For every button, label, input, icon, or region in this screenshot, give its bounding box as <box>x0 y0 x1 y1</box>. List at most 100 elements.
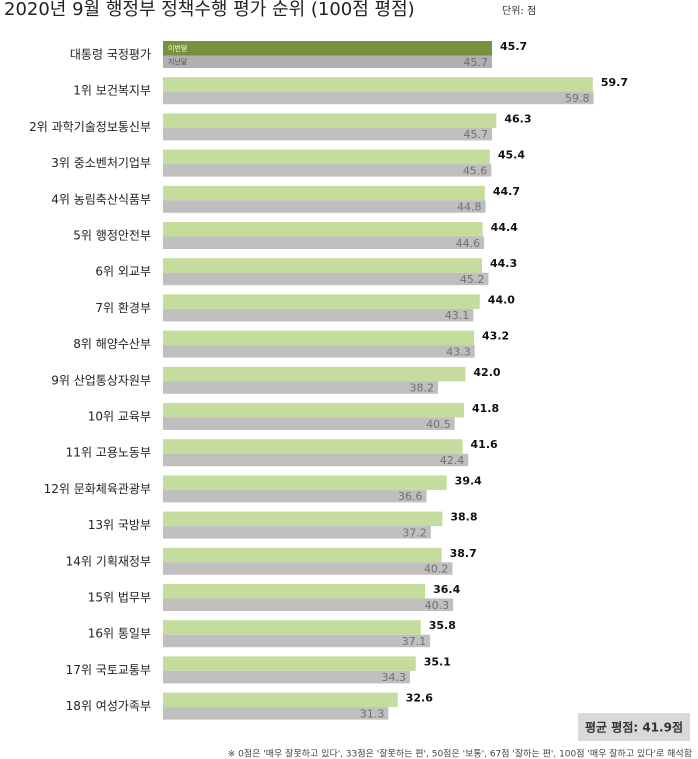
bar <box>163 547 442 563</box>
bar <box>163 345 475 358</box>
category-label: 10위 교육부 <box>88 410 151 424</box>
bar <box>163 308 474 322</box>
value-label: 40.3 <box>425 599 450 612</box>
bar <box>163 511 443 527</box>
bar <box>163 620 421 635</box>
value-label: 35.1 <box>424 655 451 668</box>
value-label: 35.8 <box>429 619 456 632</box>
average-label: 평균 평점: 41.9점 <box>585 720 683 735</box>
value-label: 40.2 <box>424 563 449 576</box>
bar <box>163 113 497 128</box>
bar <box>163 417 455 430</box>
value-label: 38.7 <box>450 547 477 560</box>
value-label: 45.4 <box>498 149 525 162</box>
value-label: 41.6 <box>471 438 498 451</box>
value-label: 44.6 <box>456 237 481 250</box>
value-label: 41.8 <box>472 402 499 415</box>
bar <box>163 91 594 105</box>
bar <box>163 598 454 611</box>
value-label: 38.8 <box>450 511 477 524</box>
category-label: 9위 산업통상자원부 <box>51 373 151 387</box>
bar <box>163 77 593 92</box>
value-label: 45.7 <box>464 56 489 69</box>
value-label: 32.6 <box>406 692 433 705</box>
value-label: 40.5 <box>426 418 451 431</box>
bar <box>163 634 431 648</box>
value-label: 43.3 <box>446 345 471 358</box>
bar <box>163 526 431 539</box>
bar <box>163 164 492 177</box>
value-label: 34.3 <box>381 671 406 684</box>
value-label: 44.3 <box>490 257 517 270</box>
bar <box>163 185 485 201</box>
category-label: 12위 문화체육관광부 <box>44 482 151 496</box>
value-label: 45.6 <box>463 164 488 177</box>
bar <box>163 475 447 490</box>
value-label: 43.2 <box>482 330 509 343</box>
bar <box>163 562 453 575</box>
value-label: 59.8 <box>565 92 590 105</box>
bar <box>163 222 483 237</box>
value-label: 45.2 <box>460 273 485 286</box>
category-label: 13위 국방부 <box>88 518 151 532</box>
value-label: 39.4 <box>455 474 482 487</box>
category-label: 11위 고용노동부 <box>66 446 151 460</box>
legend-label: 지난달 <box>168 57 188 66</box>
bar <box>163 41 493 56</box>
value-label: 37.1 <box>402 635 427 648</box>
category-label: 대통령 국정평가 <box>70 48 151 62</box>
bar <box>163 55 493 68</box>
value-label: 44.8 <box>457 201 482 214</box>
bar <box>163 692 398 708</box>
category-label: 3위 중소벤처기업부 <box>51 156 151 170</box>
bar <box>163 439 463 454</box>
value-label: 43.1 <box>445 309 470 322</box>
bar <box>163 149 490 165</box>
category-label: 16위 통일부 <box>88 627 151 641</box>
bar <box>163 366 466 382</box>
value-label: 44.4 <box>491 221 518 234</box>
value-label: 44.0 <box>488 293 515 306</box>
bar <box>163 403 464 418</box>
value-label: 42.4 <box>440 454 465 467</box>
category-label: 5위 행정안전부 <box>73 228 151 243</box>
bar <box>163 453 469 467</box>
unit-label: 단위: 점 <box>502 4 536 17</box>
value-label: 36.6 <box>398 490 423 503</box>
category-label: 17위 국토교통부 <box>66 663 151 677</box>
bar <box>163 584 426 599</box>
bar <box>163 489 427 503</box>
bar <box>163 236 485 249</box>
category-label: 7위 환경부 <box>95 301 151 315</box>
footnote: ※ 0점은 '매우 잘못하고 있다', 33점은 '잘못하는 편', 50점은 … <box>228 748 692 759</box>
bar <box>163 200 486 213</box>
value-label: 44.7 <box>493 185 520 198</box>
value-label: 46.3 <box>504 112 531 125</box>
average-box <box>578 713 690 741</box>
category-label: 18위 여성가족부 <box>66 699 151 713</box>
category-label: 6위 외교부 <box>95 265 151 279</box>
bar <box>163 127 493 141</box>
value-label: 42.0 <box>473 366 500 379</box>
category-label: 8위 해양수산부 <box>73 337 151 351</box>
category-label: 4위 농림축산식품부 <box>51 192 151 206</box>
category-label: 2위 과학기술정보통신부 <box>29 120 151 134</box>
bar <box>163 330 475 346</box>
value-label: 59.7 <box>601 76 628 89</box>
bar <box>163 294 480 309</box>
legend-label: 이번달 <box>168 43 188 52</box>
bar <box>163 381 439 394</box>
bar <box>163 670 410 684</box>
chart-title: 2020년 9월 행정부 정책수행 평가 순위 (100점 평점) <box>4 0 415 20</box>
category-label: 14위 기획재정부 <box>66 554 151 568</box>
bar <box>163 707 389 720</box>
value-label: 38.2 <box>410 382 435 395</box>
bar <box>163 272 489 286</box>
category-label: 15위 법무부 <box>88 591 151 605</box>
category-label: 1위 보건복지부 <box>73 84 151 98</box>
value-label: 36.4 <box>433 583 460 596</box>
bar <box>163 656 416 671</box>
value-label: 31.3 <box>360 707 385 720</box>
bar <box>163 258 482 273</box>
